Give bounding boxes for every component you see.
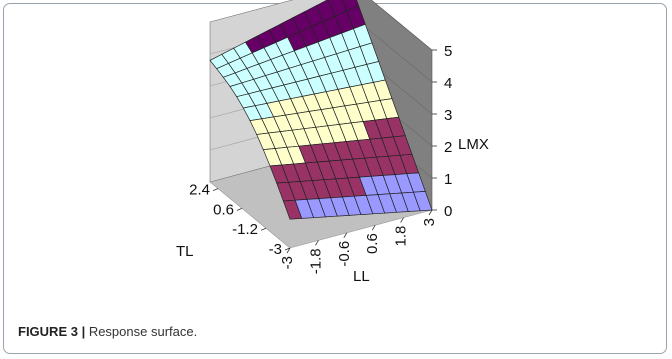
z-tick-label: 3: [444, 107, 452, 124]
x-tick-mark: [428, 209, 433, 216]
y-tick-mark: [212, 188, 219, 191]
x-tick-label: -0.6: [336, 241, 353, 267]
z-tick-label: 1: [444, 171, 452, 188]
y-tick-label: -3: [269, 241, 282, 258]
y-tick-mark: [236, 208, 243, 211]
x-tick-label: -1.8: [307, 248, 324, 274]
x-axis-label: LL: [353, 268, 370, 285]
y-tick-label: 2.4: [189, 182, 210, 199]
y-tick-label: -1.2: [232, 221, 258, 238]
x-tick-label: 1.8: [393, 226, 410, 247]
x-tick-mark: [400, 217, 404, 223]
z-tick-label: 2: [444, 139, 452, 156]
figure-caption-text: Response surface.: [85, 324, 198, 339]
x-tick-mark: [315, 240, 319, 246]
y-tick-label: 0.6: [213, 201, 234, 218]
x-tick-mark: [343, 232, 348, 239]
y-tick-mark: [284, 247, 291, 251]
z-axis-label: LMX: [458, 136, 489, 153]
x-tick-mark: [371, 224, 376, 231]
figure-caption: FIGURE 3 | Response surface.: [18, 324, 197, 339]
x-tick-label: 0.6: [364, 233, 381, 254]
x-tick-mark: [286, 247, 291, 254]
y-tick-mark: [260, 227, 267, 231]
x-tick-label: -3: [279, 256, 296, 269]
z-tick-label: 0: [444, 203, 452, 220]
y-axis-label: TL: [176, 243, 194, 260]
surface-mesh: [209, 0, 433, 220]
z-tick-label: 4: [444, 75, 452, 92]
x-tick-label: 3: [421, 218, 438, 226]
figure-label: FIGURE 3 |: [18, 324, 86, 339]
z-tick-label: 5: [444, 43, 452, 60]
surface-cell: [413, 191, 433, 212]
